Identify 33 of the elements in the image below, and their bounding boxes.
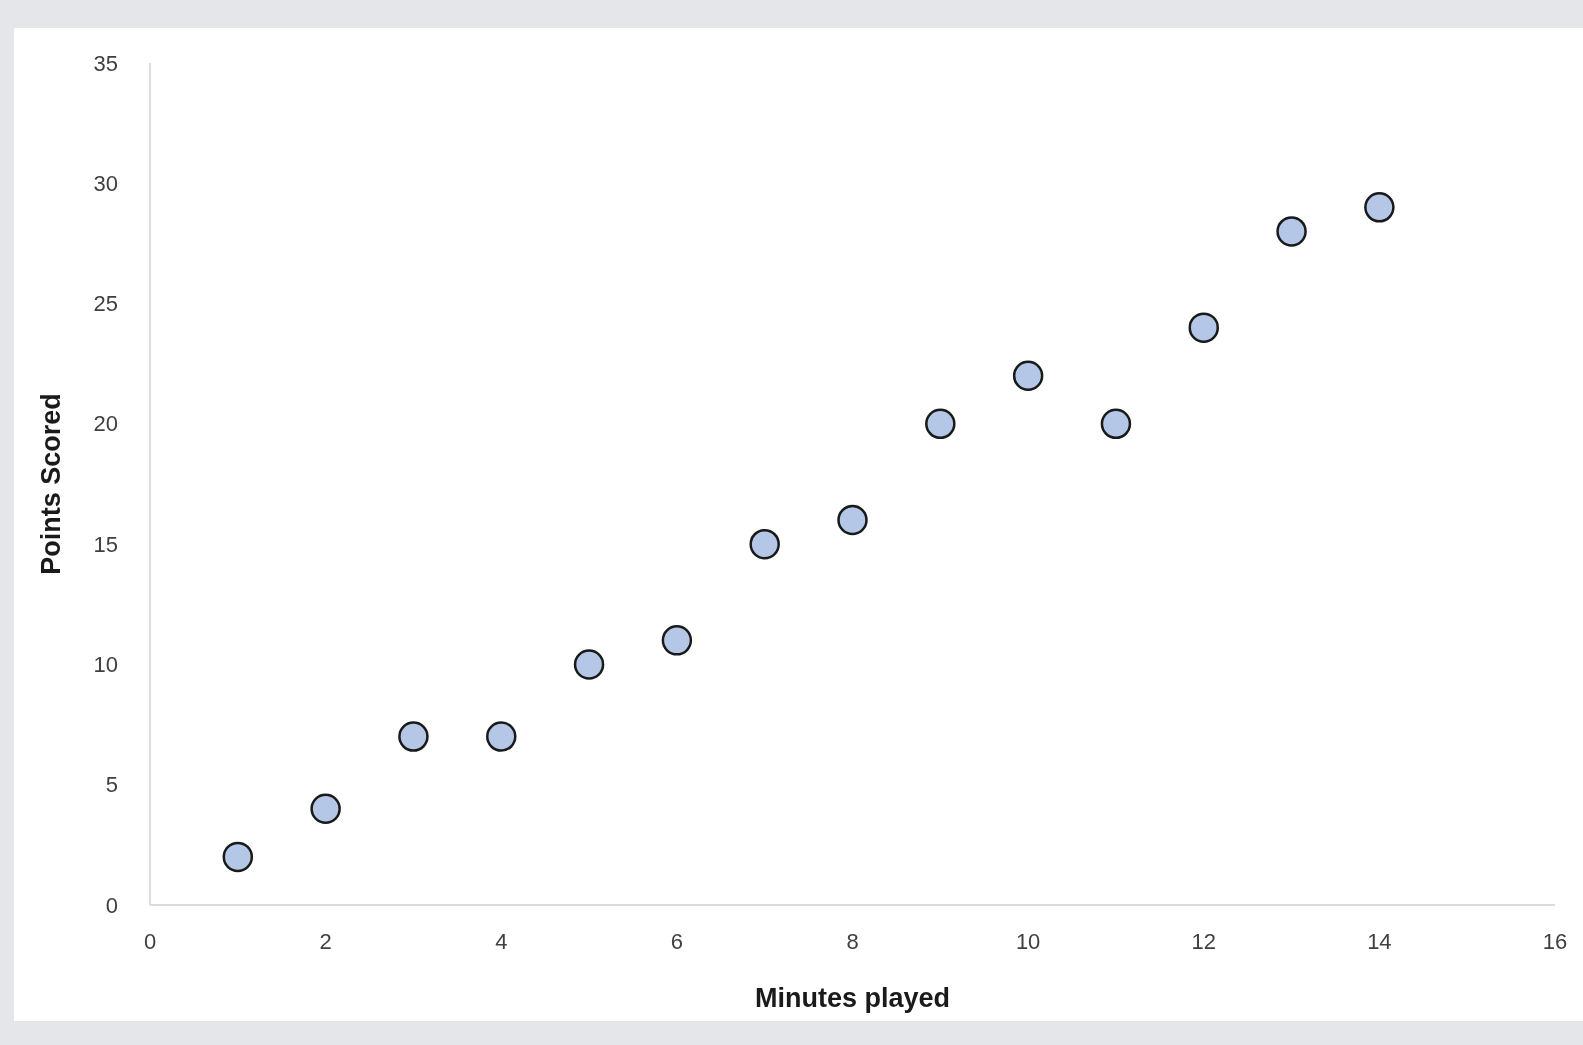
y-tick-label: 10	[93, 651, 118, 677]
point	[837, 504, 868, 536]
y-tick-label: 35	[93, 50, 118, 76]
x-tick-label: 12	[1191, 929, 1216, 954]
point	[398, 721, 429, 752]
point	[749, 528, 780, 560]
point	[1276, 216, 1307, 247]
point	[1364, 192, 1395, 223]
point	[573, 649, 605, 680]
point	[661, 625, 693, 656]
x-tick-label: 2	[319, 929, 332, 954]
point	[1012, 360, 1044, 391]
point	[925, 408, 956, 440]
x-tick-label: 14	[1367, 929, 1392, 954]
y-axis-title: Points Scored	[36, 393, 66, 575]
y-tick-label: 15	[93, 531, 118, 557]
x-tick-label: 10	[1015, 929, 1041, 954]
y-tick-label: 25	[93, 291, 118, 317]
y-tick-label: 5	[105, 772, 118, 798]
y-tick-label: 30	[93, 170, 118, 196]
y-tick-label: 0	[105, 892, 118, 918]
point	[222, 841, 254, 873]
point	[310, 793, 341, 825]
x-tick-label: 0	[143, 929, 157, 954]
x-tick-label: 16	[1542, 929, 1568, 954]
x-axis-title: Minutes played	[754, 983, 951, 1013]
y-tick-label: 20	[93, 411, 118, 437]
x-tick-label: 8	[846, 929, 859, 954]
x-tick-label: 4	[495, 929, 508, 954]
x-tick-label: 6	[670, 929, 683, 954]
point	[1100, 408, 1132, 440]
point	[1188, 312, 1219, 343]
point	[486, 721, 517, 752]
